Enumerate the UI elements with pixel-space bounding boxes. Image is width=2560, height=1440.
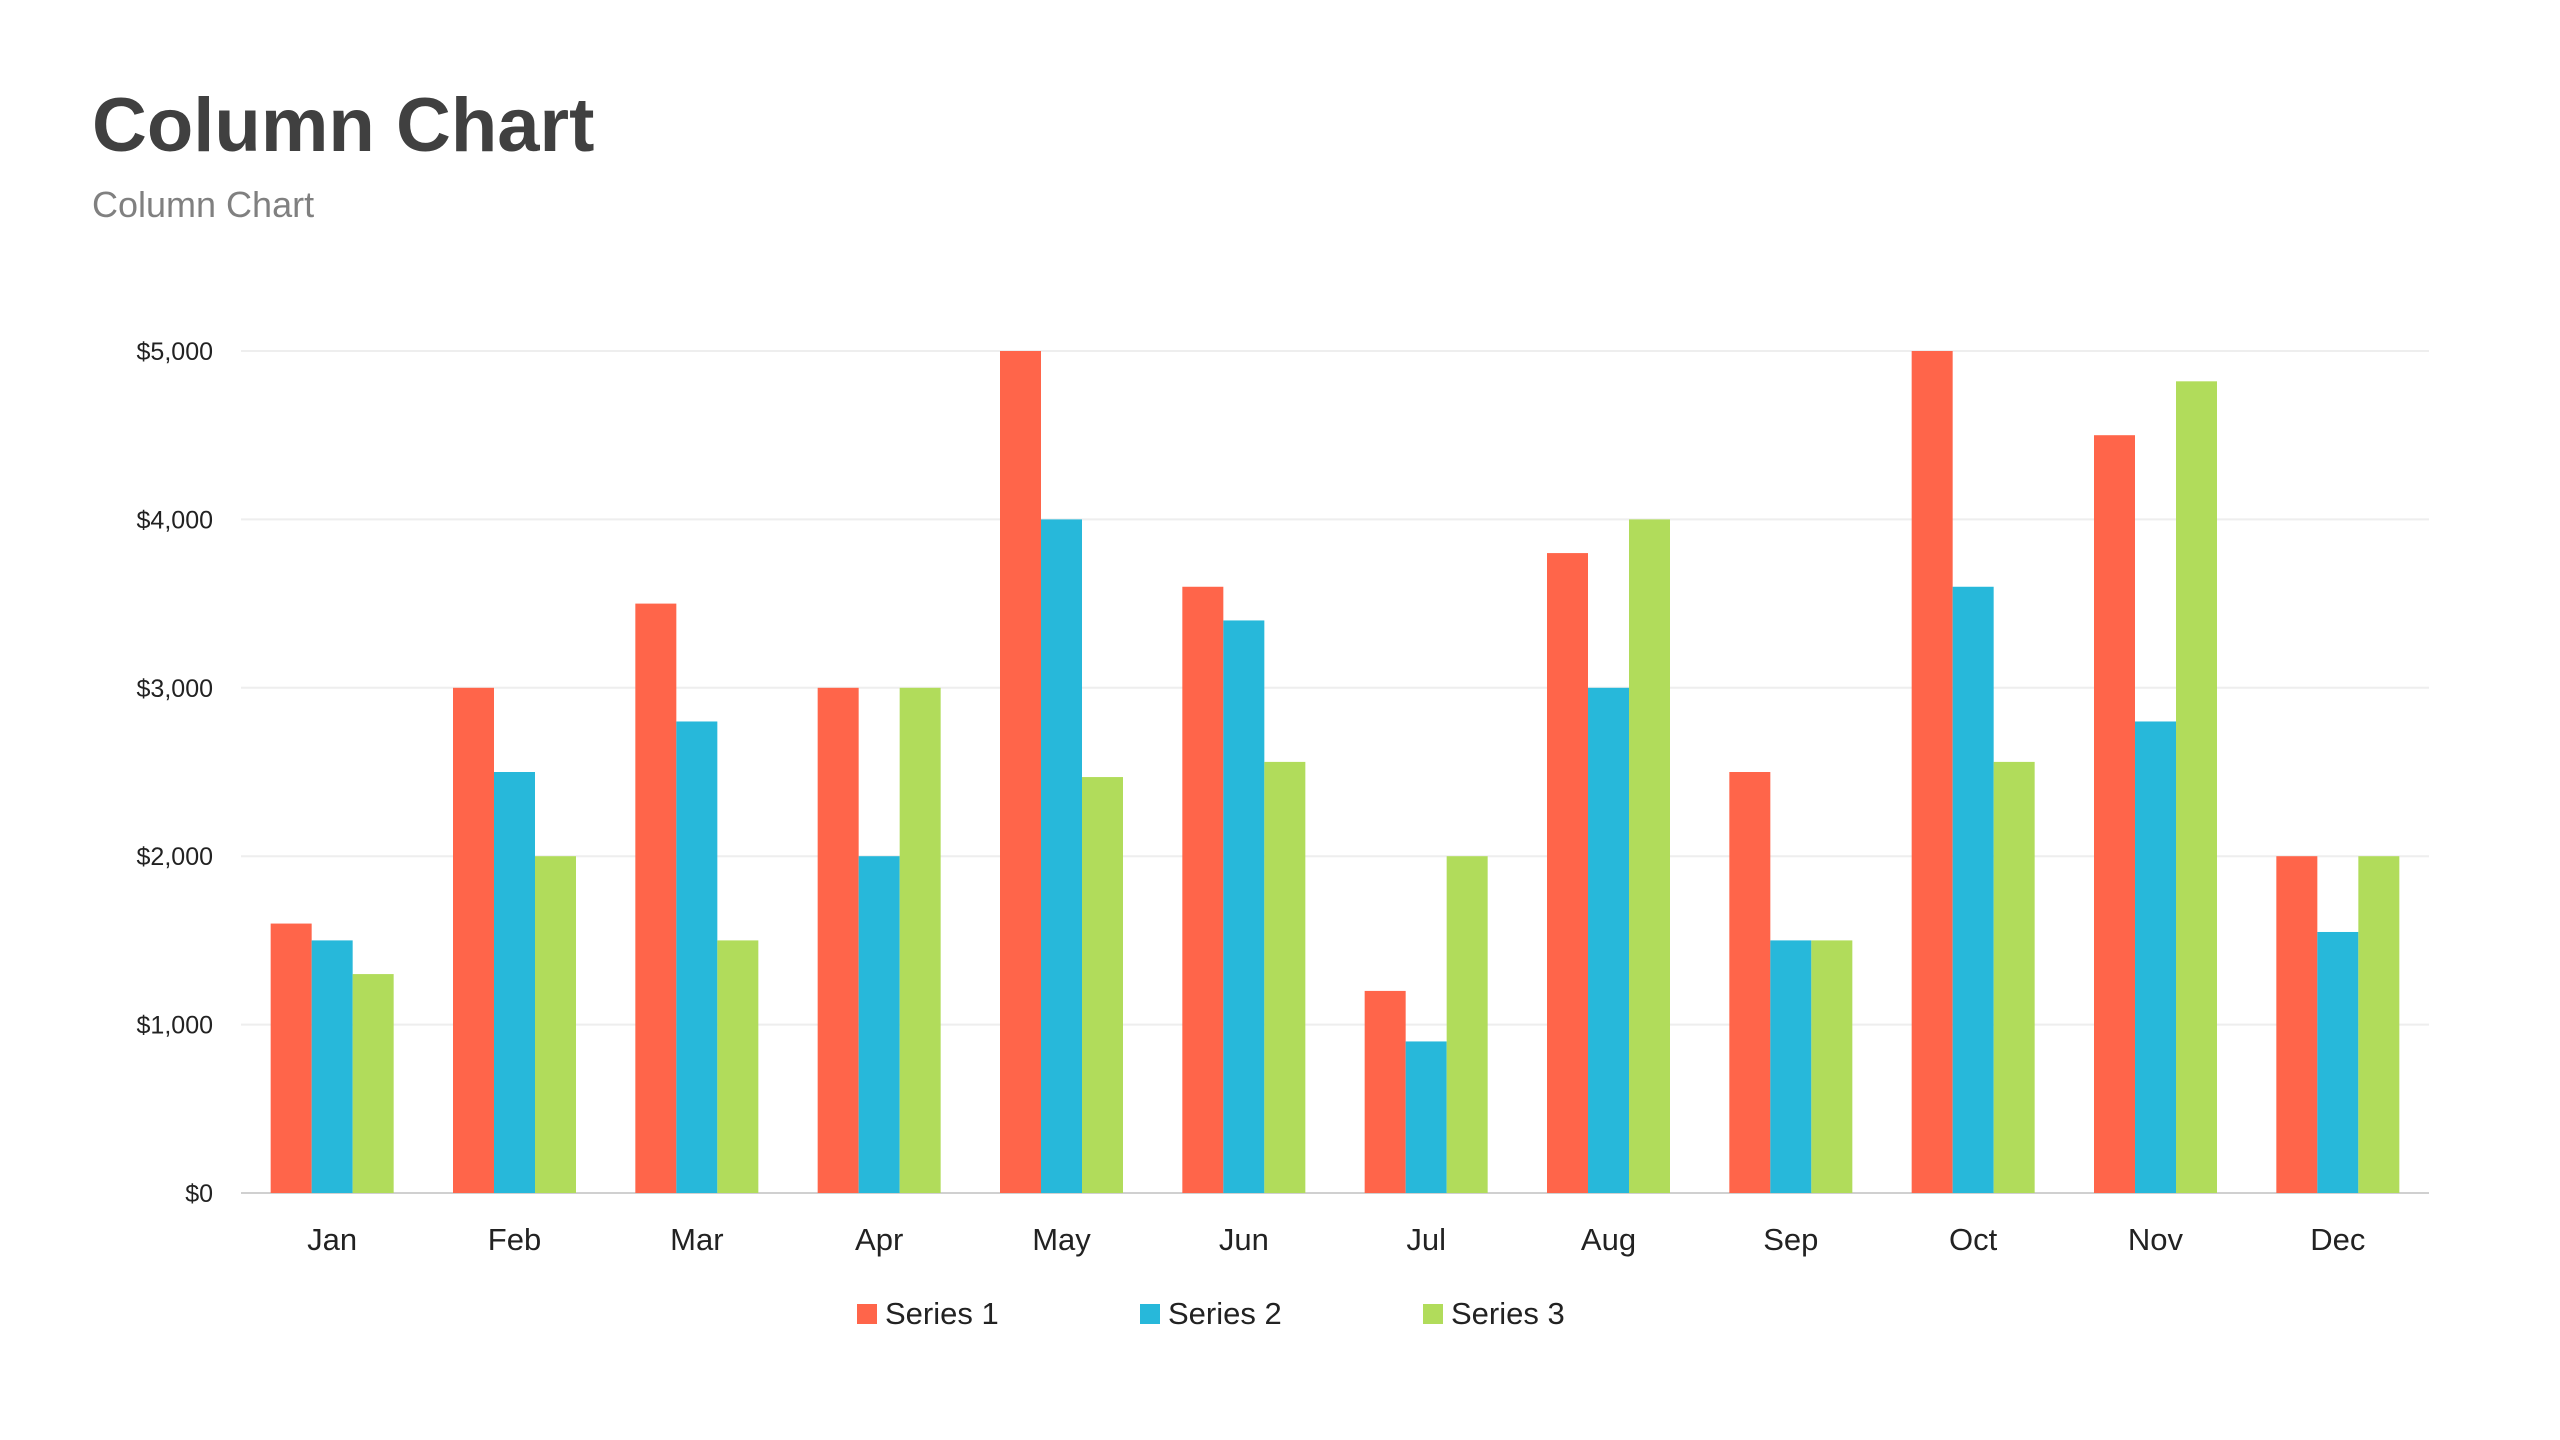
bar-aug-series-3 <box>1629 519 1670 1193</box>
bar-nov-series-2 <box>2135 721 2176 1193</box>
y-tick-label: $3,000 <box>137 675 213 703</box>
x-tick-label: Nov <box>2128 1222 2184 1257</box>
bar-sep-series-3 <box>1811 940 1853 1193</box>
bar-dec-series-3 <box>2358 856 2400 1193</box>
y-tick-label: $2,000 <box>137 843 213 871</box>
bar-jun-series-1 <box>1182 586 1224 1193</box>
bar-feb-series-1 <box>453 687 494 1193</box>
bar-apr-series-2 <box>858 856 900 1193</box>
bar-jan-series-2 <box>311 940 353 1193</box>
bar-sep-series-1 <box>1729 772 1771 1193</box>
x-tick-label: Apr <box>855 1222 903 1257</box>
legend-label: Series 2 <box>1168 1296 1282 1331</box>
chart-title: Column Chart <box>92 83 595 168</box>
y-tick-label: $4,000 <box>137 506 213 534</box>
x-tick-label: Sep <box>1763 1222 1818 1257</box>
x-tick-label: Jun <box>1219 1222 1269 1257</box>
bar-mar-series-2 <box>676 721 718 1193</box>
bar-jun-series-2 <box>1223 620 1265 1193</box>
x-tick-label: Oct <box>1949 1222 1998 1257</box>
bar-mar-series-3 <box>717 940 759 1193</box>
x-tick-label: Dec <box>2310 1222 2365 1257</box>
bar-oct-series-3 <box>1993 761 2035 1193</box>
bar-dec-series-2 <box>2317 931 2359 1193</box>
x-tick-label: May <box>1032 1222 1091 1257</box>
bar-may-series-3 <box>1082 777 1123 1193</box>
legend-label: Series 3 <box>1451 1296 1565 1331</box>
bar-apr-series-1 <box>817 687 859 1193</box>
bar-may-series-1 <box>1000 351 1041 1193</box>
legend-swatch <box>1423 1304 1443 1324</box>
bar-aug-series-1 <box>1547 553 1588 1193</box>
legend-swatch <box>1140 1304 1160 1324</box>
y-tick-label: $5,000 <box>137 338 213 366</box>
y-tick-label: $1,000 <box>137 1012 213 1040</box>
x-tick-label: Mar <box>670 1222 723 1257</box>
bar-jan-series-1 <box>270 923 312 1193</box>
bar-aug-series-2 <box>1588 687 1629 1193</box>
bar-jul-series-1 <box>1364 990 1406 1193</box>
bar-jun-series-3 <box>1264 761 1306 1193</box>
x-tick-label: Jan <box>307 1222 357 1257</box>
x-tick-label: Jul <box>1406 1222 1446 1257</box>
bar-sep-series-2 <box>1770 940 1812 1193</box>
chart-subtitle: Column Chart <box>92 184 315 225</box>
x-tick-label: Feb <box>488 1222 541 1257</box>
bar-nov-series-1 <box>2094 435 2135 1193</box>
bar-jan-series-3 <box>352 974 394 1193</box>
bar-mar-series-1 <box>635 603 677 1193</box>
bar-oct-series-2 <box>1952 586 1994 1193</box>
legend-label: Series 1 <box>885 1296 999 1331</box>
legend-swatch <box>857 1304 877 1324</box>
x-tick-label: Aug <box>1581 1222 1636 1257</box>
bar-feb-series-2 <box>494 772 535 1193</box>
y-tick-label: $0 <box>185 1180 213 1208</box>
bar-dec-series-1 <box>2276 856 2318 1193</box>
bar-jul-series-3 <box>1446 856 1488 1193</box>
bar-may-series-2 <box>1041 519 1082 1193</box>
bar-nov-series-3 <box>2176 381 2217 1193</box>
bar-feb-series-3 <box>535 856 576 1193</box>
bar-apr-series-3 <box>899 687 941 1193</box>
bar-oct-series-1 <box>1911 351 1953 1193</box>
bar-jul-series-2 <box>1405 1041 1447 1193</box>
